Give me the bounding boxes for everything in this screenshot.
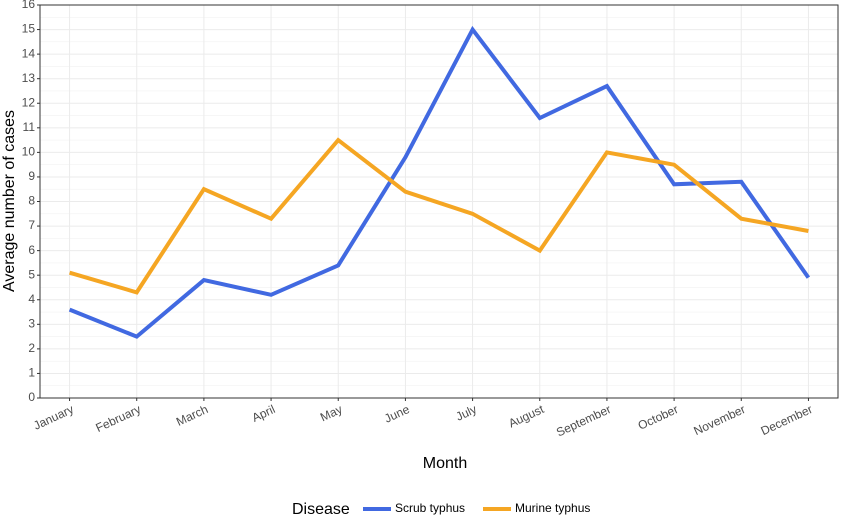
y-tick-label: 2 (28, 341, 35, 355)
y-tick-label: 4 (28, 292, 35, 306)
y-tick-label: 13 (22, 71, 36, 85)
y-tick-label: 0 (28, 390, 35, 404)
x-tick-label: January (31, 402, 76, 433)
x-axis-title: Month (423, 455, 467, 472)
x-tick-label: September (554, 402, 613, 439)
x-tick-label: December (759, 402, 815, 438)
x-tick-label: May (318, 402, 344, 424)
legend-title: Disease (292, 501, 350, 517)
x-tick-label: June (382, 402, 412, 426)
y-tick-label: 6 (28, 243, 35, 257)
y-tick-label: 14 (22, 46, 36, 60)
legend-label-murine-typhus: Murine typhus (515, 501, 590, 515)
x-tick-label: February (94, 402, 143, 435)
series-line-scrub-typhus (68, 25, 811, 339)
x-tick-label: November (691, 402, 747, 438)
legend: Disease Scrub typhus Murine typhus (292, 501, 590, 517)
y-tick-label: 10 (22, 145, 36, 159)
y-tick-label: 1 (28, 366, 35, 380)
x-tick-label: April (250, 402, 278, 425)
y-tick-label: 11 (23, 120, 36, 134)
x-tick-label: August (506, 402, 546, 431)
y-tick-label: 3 (28, 316, 35, 330)
legend-label-scrub-typhus: Scrub typhus (395, 501, 465, 515)
y-tick-label: 16 (22, 0, 36, 11)
y-axis-title: Average number of cases (1, 110, 18, 292)
y-tick-label: 9 (28, 169, 35, 183)
x-tick-label: July (454, 402, 479, 424)
series-line-murine-typhus (69, 137, 809, 295)
y-tick-label: 15 (22, 22, 36, 36)
series-layer (68, 25, 811, 339)
y-tick-label: 7 (28, 218, 35, 232)
y-tick-label: 12 (22, 95, 36, 109)
y-tick-label: 8 (28, 194, 35, 208)
x-tick-label: October (636, 402, 681, 433)
x-axis-ticks: January February March April May June July Augu… (31, 398, 815, 440)
x-tick-label: March (174, 402, 210, 429)
y-tick-label: 5 (28, 267, 35, 281)
